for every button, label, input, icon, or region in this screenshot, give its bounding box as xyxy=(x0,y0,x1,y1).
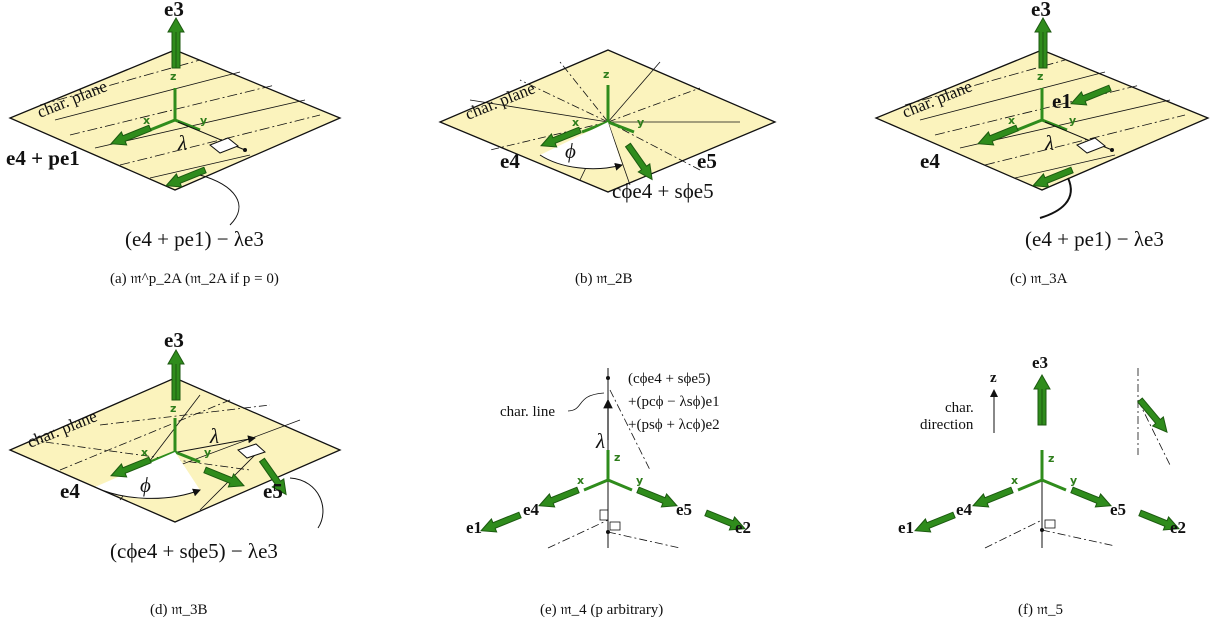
phi-b: ϕ xyxy=(565,139,576,163)
panel-e: (cϕe4 + sϕe5) +(pcϕ − λsϕ)e1 +(psϕ + λcϕ… xyxy=(466,368,751,618)
e2-label-f: e2 xyxy=(1170,518,1186,537)
e4-label-d: e4 xyxy=(60,479,80,503)
left-label-a: e4 + pe1 xyxy=(6,146,80,170)
panel-a: e3 char. plane z x y λ e4 + pe1 (e4 + pe… xyxy=(6,0,342,287)
right-angle-c xyxy=(1076,137,1106,154)
phi-arc-b xyxy=(539,154,623,171)
green-arrow-f-side xyxy=(1134,395,1173,438)
combo-label-b: cϕe4 + sϕe5 xyxy=(612,179,714,203)
e2-label-e: e2 xyxy=(735,518,751,537)
e5-label-b: e5 xyxy=(697,149,717,173)
y-label-e: y xyxy=(636,474,643,487)
local-axes-b xyxy=(581,85,635,134)
panel-b: char. plane z x y ϕ e4 e5 cϕe4 + sϕe5 (b… xyxy=(438,49,777,287)
y-label-b: y xyxy=(637,116,644,129)
phi-sector-d xyxy=(95,452,200,499)
bottom-label-a: (e4 + pe1) − λe3 xyxy=(125,227,264,251)
x-label-a: x xyxy=(143,114,150,127)
char-line-label-e: char. line xyxy=(500,404,555,420)
lambda-e: λ xyxy=(595,429,605,453)
pointer-a xyxy=(199,174,240,226)
z-label-c: z xyxy=(1037,70,1043,83)
z-label-d: z xyxy=(170,402,176,415)
local-axes-c xyxy=(1016,88,1068,132)
e4-label-b: e4 xyxy=(500,149,520,173)
pointer-d xyxy=(289,477,324,529)
lambda-c: λ xyxy=(1044,131,1054,155)
char-label-f: char. xyxy=(945,400,974,416)
lambda-a: λ xyxy=(177,131,187,155)
e4-label-e: e4 xyxy=(523,500,540,519)
x-label-f: x xyxy=(1011,474,1018,487)
z-label-a: z xyxy=(170,70,176,83)
local-axes-f xyxy=(1017,450,1067,492)
green-arrow-e5 xyxy=(634,483,681,513)
green-arrow-e4 xyxy=(535,483,582,513)
panel-c: e3 char. plane z x y e1 λ e4 (e4 + pe1) … xyxy=(874,0,1210,287)
z-axis-label-f: z xyxy=(990,370,997,386)
e3-arrow-f xyxy=(1033,374,1051,426)
y-label-a: y xyxy=(200,114,207,127)
panel-f: z char. direction e3 z x y e4 e5 e1 e2 (… xyxy=(898,353,1186,618)
direction-label-f: direction xyxy=(920,417,974,433)
lambda-d: λ xyxy=(209,424,219,448)
plane-lines-a xyxy=(39,59,321,179)
e5-label-e: e5 xyxy=(676,500,692,519)
caption-d: (d) 𝔪_3B xyxy=(150,602,208,618)
phi-sector-b xyxy=(540,122,622,169)
caption-b: (b) 𝔪_2B xyxy=(575,271,633,287)
z-label-b: z xyxy=(603,68,609,81)
local-axes-e xyxy=(583,450,633,492)
e3-label-d: e3 xyxy=(164,328,184,352)
green-arrow-f1 xyxy=(911,508,958,538)
local-axes-a xyxy=(149,88,201,132)
right-angle-d xyxy=(237,443,266,459)
green-arrow-f5 xyxy=(1068,483,1115,513)
green-arrow-f4 xyxy=(969,483,1016,513)
z-label-f: z xyxy=(1048,452,1054,465)
caption-c: (c) 𝔪_3A xyxy=(1010,271,1068,287)
e5-label-d: e5 xyxy=(263,479,283,503)
green-arrow-e1 xyxy=(477,508,524,538)
formula-line1-e: (cϕe4 + sϕe5) xyxy=(628,371,711,387)
pointer-c xyxy=(1039,177,1072,219)
phi-arc-d xyxy=(94,486,201,499)
x-label-e: x xyxy=(577,474,584,487)
e4-label-c: e4 xyxy=(920,149,940,173)
formula-line3-e: +(psϕ + λcϕ)e2 xyxy=(628,417,720,433)
phi-d: ϕ xyxy=(140,473,151,497)
e3-label-a: e3 xyxy=(164,0,184,21)
e3-label-c: e3 xyxy=(1031,0,1051,21)
e4-label-f: e4 xyxy=(956,500,973,519)
x-label-d: x xyxy=(141,446,148,459)
bottom-label-d: (cϕe4 + sϕe5) − λe3 xyxy=(110,539,278,563)
panel-d: e3 char. plane z x y λ ϕ e4 e5 (cϕe4 + s… xyxy=(8,328,342,618)
z-label-e: z xyxy=(614,451,620,464)
local-axes-d xyxy=(149,418,201,464)
caption-e: (e) 𝔪_4 (p arbitrary) xyxy=(540,602,663,618)
e1-label-f: e1 xyxy=(898,518,914,537)
right-angle-a xyxy=(209,137,239,154)
x-label-b: x xyxy=(572,116,579,129)
caption-a: (a) 𝔪^p_2A (𝔪_2A if p = 0) xyxy=(110,271,279,287)
y-label-d: y xyxy=(204,446,211,459)
caption-f: (f) 𝔪_5 xyxy=(1018,602,1063,618)
formula-line2-e: +(pcϕ − λsϕ)e1 xyxy=(628,394,720,410)
e1-label-c: e1 xyxy=(1052,89,1072,113)
y-label-f: y xyxy=(1070,474,1077,487)
e5-label-f: e5 xyxy=(1110,500,1126,519)
e3-label-f: e3 xyxy=(1032,353,1048,372)
e1-label-e: e1 xyxy=(466,518,482,537)
y-label-c: y xyxy=(1069,114,1076,127)
x-label-c: x xyxy=(1008,114,1015,127)
bottom-label-c: (e4 + pe1) − λe3 xyxy=(1025,227,1164,251)
